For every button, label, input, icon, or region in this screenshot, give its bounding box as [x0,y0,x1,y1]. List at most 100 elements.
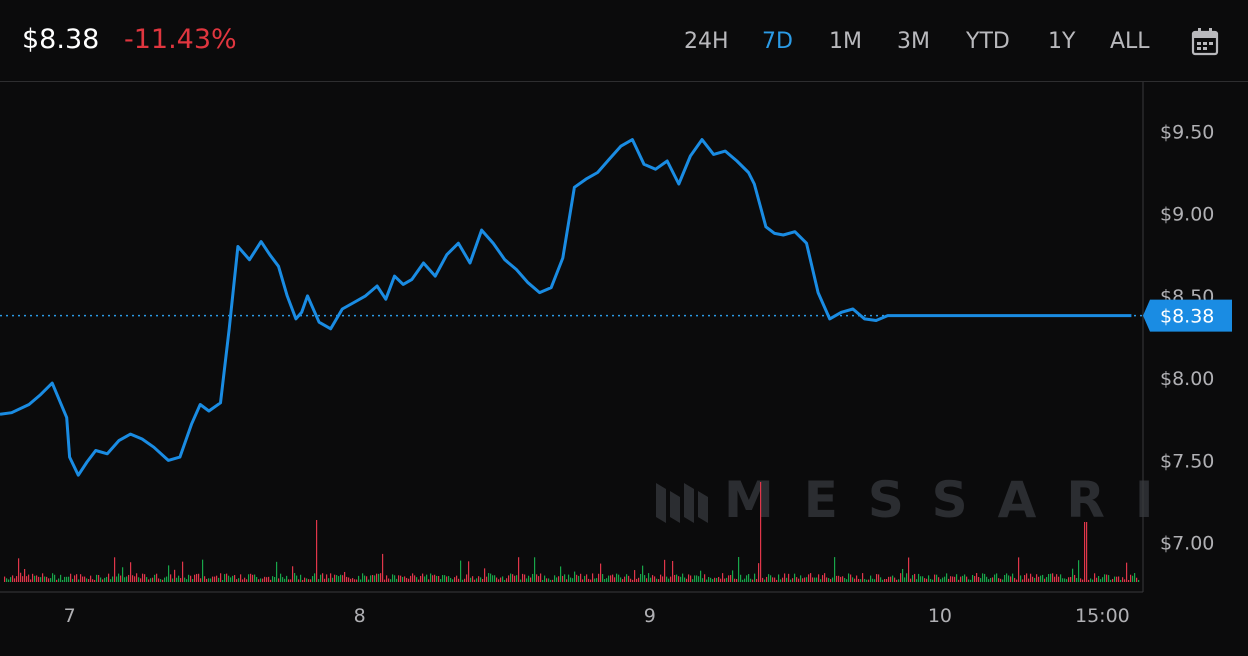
volume-bar [916,579,918,582]
volume-bar [706,579,708,582]
volume-bar [112,576,114,582]
volume-bar [30,579,32,582]
volume-bar [124,577,126,582]
volume-bar [286,575,288,582]
volume-bar [714,577,716,582]
volume-bar [834,557,836,582]
volume-bar [330,573,332,582]
volume-bar [584,575,586,582]
volume-bar [368,579,370,582]
volume-bar [1012,573,1014,582]
volume-bar [814,577,816,582]
range-tab-3m[interactable]: 3M [897,29,930,54]
volume-bar [758,563,760,582]
messari-logo-icon [656,483,708,523]
volume-bar [524,574,526,582]
range-tab-ytd[interactable]: YTD [966,29,1010,54]
volume-bar [820,579,822,582]
watermark-text: MESSARI [724,471,1184,529]
volume-bar [62,579,64,582]
volume-bar [806,577,808,582]
volume-bar [1024,575,1026,582]
volume-bar [8,579,10,582]
volume-bar [592,573,594,582]
volume-bar [420,575,422,582]
volume-bar [644,575,646,582]
volume-bar [44,576,46,582]
range-tab-7d[interactable]: 7D [762,29,793,54]
volume-bar [494,575,496,582]
volume-bar [754,573,756,582]
current-price-tag-label: $8.38 [1160,306,1214,328]
volume-bar [290,579,292,582]
volume-bar [224,574,226,582]
volume-bar [204,576,206,582]
volume-bar [392,574,394,582]
volume-bar [1098,576,1100,582]
volume-bar [428,579,430,582]
volume-bar [380,573,382,582]
volume-bar [1130,574,1132,582]
volume-bar [106,576,108,582]
volume-bar [76,574,78,582]
volume-bar [1070,576,1072,582]
volume-bar [218,577,220,582]
calendar-icon[interactable] [1190,27,1220,57]
volume-bar [990,577,992,582]
volume-bar [34,575,36,582]
price-line-chart[interactable]: MESSARI $7.00$7.50$8.00$8.50$9.00$9.50 7… [0,82,1248,656]
volume-bar [18,558,20,582]
volume-bar [84,576,86,582]
volume-bar [712,579,714,582]
volume-bar [40,577,42,582]
volume-bar [676,574,678,582]
volume-bar [504,579,506,582]
volume-bar [1114,576,1116,582]
volume-bar [414,575,416,582]
range-tab-all[interactable]: ALL [1110,29,1150,54]
volume-bar [934,574,936,582]
volume-bar [312,576,314,582]
volume-bar [798,578,800,582]
volume-bar [114,557,116,582]
volume-bar [94,579,96,582]
x-tick-label: 8 [354,605,366,627]
range-tab-24h[interactable]: 24H [684,29,729,54]
range-tab-1y[interactable]: 1Y [1048,29,1076,54]
volume-bar [538,576,540,582]
volume-bar [946,573,948,582]
volume-bar [642,565,644,582]
volume-bar [920,576,922,582]
volume-bar [378,573,380,582]
price-series-line [0,138,1132,477]
volume-bar [158,578,160,582]
volume-bar [1110,579,1112,582]
volume-bar [50,578,52,582]
volume-bar [1016,579,1018,582]
volume-bar [276,561,278,582]
volume-bar [1102,577,1104,582]
volume-bar [764,579,766,582]
volume-bar [246,579,248,582]
volume-bar [120,575,122,582]
range-tab-1m[interactable]: 1M [829,29,862,54]
volume-bar [772,577,774,582]
volume-bar [346,576,348,582]
volume-bar [1026,573,1028,582]
volume-bar [940,579,942,582]
volume-bar [1010,576,1012,582]
volume-bar [402,576,404,582]
volume-bar [612,574,614,582]
volume-bar [42,573,44,582]
volume-bar [770,575,772,582]
volume-bar [900,573,902,582]
volume-bar [252,574,254,582]
volume-bar [180,578,182,582]
volume-bar [80,574,82,582]
volume-bar [16,576,18,582]
volume-bar [892,575,894,582]
volume-bar [310,579,312,582]
chart-header: $8.38 -11.43% 24H 7D 1M 3M YTD 1Y ALL [0,0,1248,82]
volume-bar [190,575,192,582]
volume-bar [46,576,48,582]
